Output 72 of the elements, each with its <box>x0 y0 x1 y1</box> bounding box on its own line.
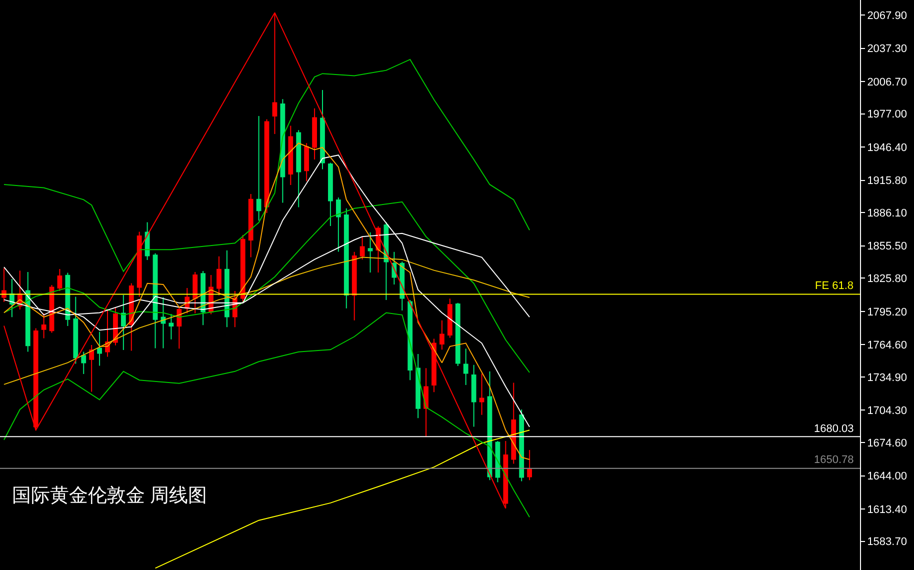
candlestick <box>432 338 436 393</box>
y-tick-label: 1886.10 <box>867 207 907 220</box>
candlestick <box>41 312 46 339</box>
candlestick <box>336 197 341 252</box>
candlestick <box>312 108 317 160</box>
candlestick <box>240 234 246 304</box>
candlestick <box>256 115 262 222</box>
line-series <box>3 12 506 509</box>
candlestick <box>73 296 78 364</box>
y-tick-label: 1613.40 <box>867 504 907 516</box>
ref-line-label: FE 61.8 <box>815 280 854 292</box>
y-tick-label: 1644.00 <box>867 470 907 483</box>
y-tick-label: 1977.00 <box>867 108 907 121</box>
candlestick <box>320 90 325 170</box>
candlestick <box>33 328 38 432</box>
candlestick <box>344 208 349 309</box>
line-series <box>3 201 530 373</box>
candlestick <box>9 278 14 318</box>
candlestick <box>81 351 86 375</box>
candlestick <box>463 348 468 386</box>
candlestick <box>89 344 94 392</box>
candlestick <box>160 296 166 349</box>
y-tick-label: 1734.90 <box>867 372 907 384</box>
candlestick <box>280 98 286 204</box>
candlestick <box>439 320 444 350</box>
y-tick-label: 2067.90 <box>867 10 907 22</box>
candlestick <box>216 256 222 296</box>
candlestick <box>360 236 365 260</box>
candlestick <box>408 300 413 381</box>
candlestick <box>288 125 294 186</box>
candlestick <box>447 298 452 338</box>
y-tick-label: 1946.40 <box>867 142 907 154</box>
candlestick <box>471 364 476 428</box>
y-tick-label: 1795.20 <box>867 306 907 318</box>
candlestick <box>65 272 70 326</box>
line-series <box>3 256 530 385</box>
candlestick <box>479 373 484 416</box>
ref-line-label: 1650.78 <box>814 454 854 466</box>
candlestick <box>511 382 516 464</box>
candlestick <box>57 268 62 292</box>
y-tick-label: 1704.30 <box>867 405 907 418</box>
candlestick <box>416 354 421 419</box>
candlestick <box>455 302 460 366</box>
candlestick <box>192 271 198 314</box>
candlestick <box>97 331 102 366</box>
candlestick <box>424 368 428 438</box>
y-tick-label: 1764.60 <box>867 340 907 352</box>
candlestick <box>25 271 30 352</box>
y-tick-label: 1915.80 <box>867 175 907 188</box>
y-tick-label: 2006.70 <box>867 76 907 88</box>
line-series <box>3 312 530 518</box>
y-tick-label: 1583.70 <box>867 536 907 548</box>
candlestick <box>113 306 118 346</box>
y-tick-label: 1855.50 <box>867 240 907 253</box>
y-tick-label: 1825.80 <box>867 273 907 285</box>
candlestick <box>519 408 524 482</box>
candlestick <box>296 130 302 208</box>
candlestick <box>168 314 174 340</box>
candlestick <box>352 251 357 321</box>
candlestick <box>120 294 126 350</box>
y-tick-label: 2037.30 <box>867 43 907 56</box>
line-series <box>3 58 530 272</box>
candlestick <box>368 232 373 273</box>
candlestick <box>248 194 254 258</box>
candlestick <box>304 142 310 182</box>
y-tick-label: 1674.60 <box>867 437 907 450</box>
candlestick <box>2 268 6 302</box>
text: 国际黄金伦敦金 周线图 <box>12 486 208 507</box>
candlestick <box>527 450 532 481</box>
ref-line-label: 1680.03 <box>814 423 854 435</box>
candlestick <box>136 231 142 298</box>
candlestick <box>328 162 333 226</box>
